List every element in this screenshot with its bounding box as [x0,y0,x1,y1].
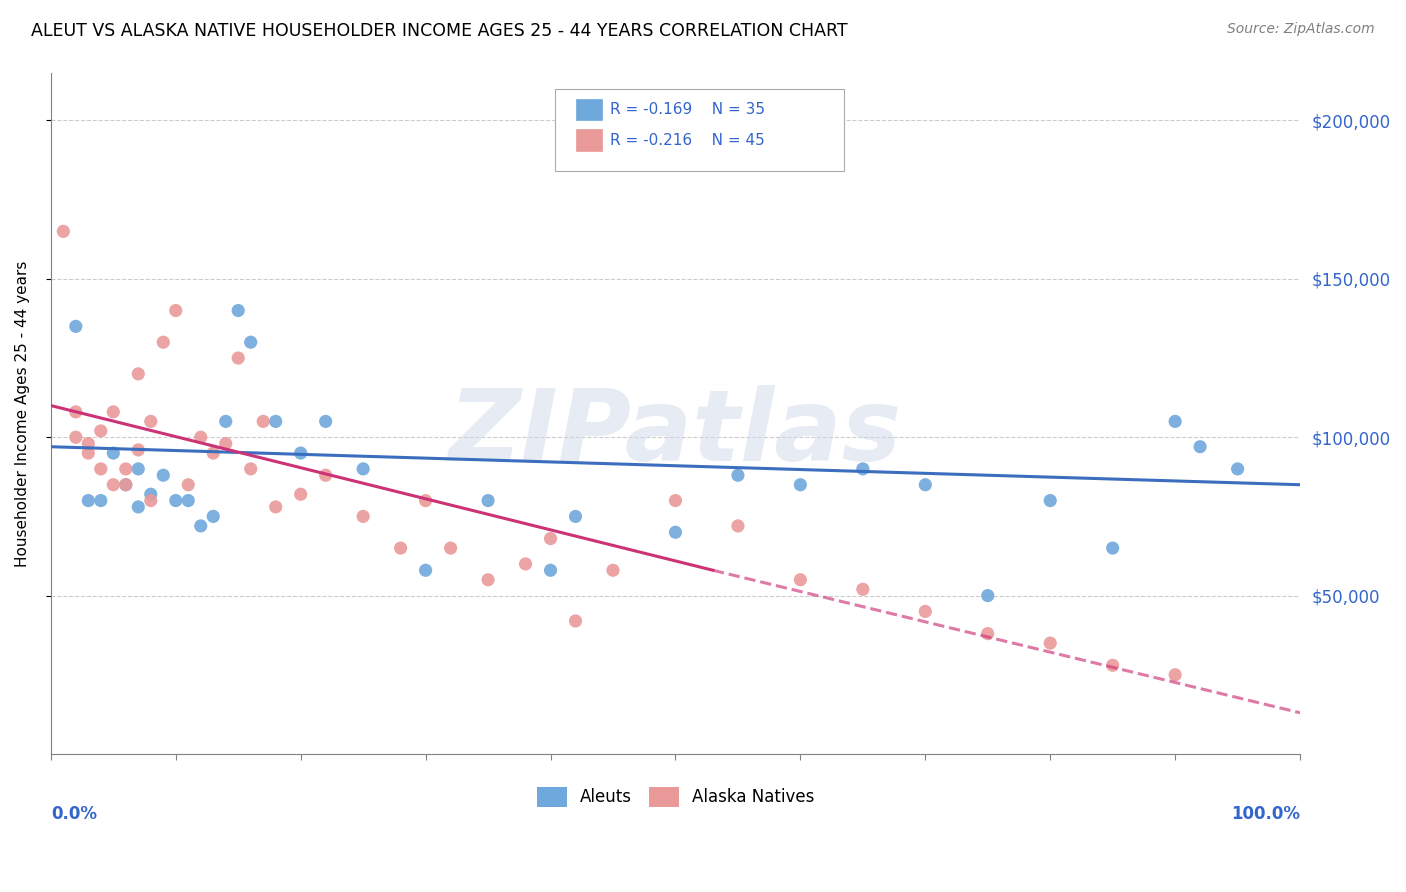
Text: Source: ZipAtlas.com: Source: ZipAtlas.com [1227,22,1375,37]
Point [852,582,875,597]
Point [1101,541,1123,555]
Point [914,604,936,618]
Point [1039,493,1062,508]
Point [103,446,125,460]
Point [77,446,100,460]
Point [152,468,174,483]
Text: 100.0%: 100.0% [1232,805,1301,823]
Point [664,525,686,540]
Point [239,335,262,350]
Point [1164,667,1187,681]
Point [127,500,149,514]
Point [252,414,274,428]
Text: 0.0%: 0.0% [51,805,97,823]
Point [65,319,87,334]
Point [264,500,287,514]
Point [564,509,586,524]
Point [103,477,125,491]
Point [352,462,374,476]
Point [1101,658,1123,673]
Point [727,468,749,483]
Point [789,477,811,491]
Point [1226,462,1249,476]
Point [90,424,112,438]
Point [664,493,686,508]
Point [1164,414,1187,428]
Point [727,519,749,533]
Point [114,477,136,491]
Point [352,509,374,524]
Text: R = -0.169    N = 35: R = -0.169 N = 35 [610,103,765,117]
Point [477,573,499,587]
Point [852,462,875,476]
Point [165,303,187,318]
Point [77,493,100,508]
Point [202,509,225,524]
Point [152,335,174,350]
Point [103,405,125,419]
Point [290,487,312,501]
Point [564,614,586,628]
Text: ALEUT VS ALASKA NATIVE HOUSEHOLDER INCOME AGES 25 - 44 YEARS CORRELATION CHART: ALEUT VS ALASKA NATIVE HOUSEHOLDER INCOM… [31,22,848,40]
Point [165,493,187,508]
Point [139,487,162,501]
Point [177,493,200,508]
Point [226,303,249,318]
Point [177,477,200,491]
Point [190,430,212,444]
Point [389,541,412,555]
Point [977,626,1000,640]
Point [215,436,238,450]
Point [789,573,811,587]
Point [226,351,249,365]
Point [77,436,100,450]
Point [65,430,87,444]
Point [515,557,537,571]
Point [1039,636,1062,650]
Point [415,493,437,508]
Point [415,563,437,577]
Text: R = -0.216    N = 45: R = -0.216 N = 45 [610,133,765,147]
Point [139,493,162,508]
Point [540,532,562,546]
Point [977,589,1000,603]
Point [127,462,149,476]
Text: ZIPatlas: ZIPatlas [449,385,903,483]
Point [52,224,75,238]
Point [477,493,499,508]
Point [215,414,238,428]
Point [602,563,624,577]
Point [290,446,312,460]
Point [239,462,262,476]
Point [90,462,112,476]
Y-axis label: Householder Income Ages 25 - 44 years: Householder Income Ages 25 - 44 years [15,260,30,566]
Point [315,468,337,483]
Point [315,414,337,428]
Point [127,367,149,381]
Point [1189,440,1212,454]
Point [114,477,136,491]
Point [439,541,461,555]
Point [202,446,225,460]
Legend: Aleuts, Alaska Natives: Aleuts, Alaska Natives [530,780,821,814]
Point [90,493,112,508]
Point [127,442,149,457]
Point [114,462,136,476]
Point [65,405,87,419]
Point [190,519,212,533]
Point [914,477,936,491]
Point [264,414,287,428]
Point [540,563,562,577]
Point [139,414,162,428]
